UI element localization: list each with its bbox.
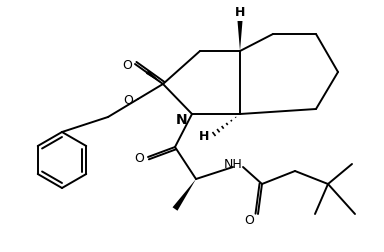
Text: O: O xyxy=(244,213,254,226)
Text: O: O xyxy=(122,58,132,71)
Text: O: O xyxy=(134,151,144,164)
Text: H: H xyxy=(199,130,209,143)
Polygon shape xyxy=(163,52,200,85)
Text: O: O xyxy=(123,93,133,106)
Polygon shape xyxy=(146,71,163,85)
Polygon shape xyxy=(237,22,243,52)
Text: H: H xyxy=(235,6,245,18)
Polygon shape xyxy=(172,179,196,211)
Text: N: N xyxy=(176,113,188,127)
Text: NH: NH xyxy=(223,158,242,171)
